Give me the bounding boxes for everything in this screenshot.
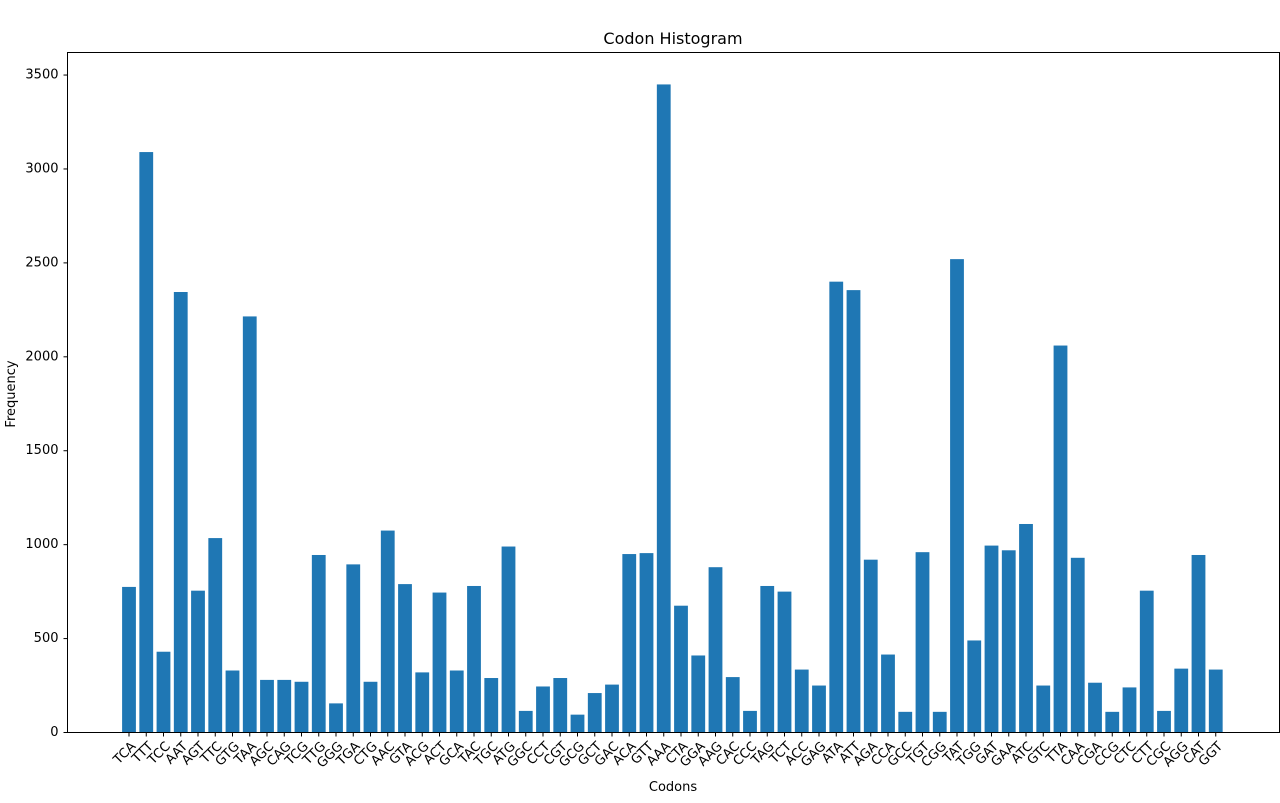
y-tick-label: 3500 [25,68,58,83]
y-tick-label: 500 [34,631,59,646]
bars-group [122,84,1223,733]
bar-ttt [139,152,154,733]
bar-tag [760,585,775,733]
bar-ctt [1139,590,1154,733]
bar-ggg [329,703,343,733]
bar-tat [950,259,964,733]
chart-title: Codon Histogram [603,29,742,48]
bar-tcg [294,681,309,733]
bar-taa [242,316,257,733]
bar-tac [467,585,481,733]
y-tick-label: 3000 [25,161,58,176]
bar-att [846,290,861,733]
y-tick-label: 1500 [25,443,58,458]
bar-ata [829,281,844,733]
bar-ctc [1122,687,1137,733]
bar-cct [536,686,550,733]
bar-gac [605,684,619,733]
bar-caa [1070,557,1085,733]
y-tick-label: 2000 [25,349,58,364]
bar-ccg [1105,711,1120,733]
bar-atg [501,546,516,733]
bar-ctg [363,681,378,733]
bar-tga [346,564,361,733]
bar-cta [674,605,688,733]
bar-gcg [570,714,585,733]
bar-gcc [898,711,913,733]
bar-gtt [639,553,654,733]
bar-tgc [484,678,499,733]
bar-aaa [656,84,671,733]
bar-cag [277,679,292,733]
y-tick-label: 0 [50,725,58,740]
bar-agt [191,590,205,733]
bar-ccc [743,710,757,733]
bar-acc [794,669,809,733]
bar-aca [622,554,637,733]
y-axis-label: Frequency [4,360,19,427]
bar-aat [173,292,188,733]
bar-ggc [518,710,533,733]
bar-tta [1053,345,1068,733]
bar-gag [812,685,826,733]
bar-tct [777,591,792,733]
bar-tgt [915,552,930,733]
bar-gga [691,655,706,733]
bar-ttg [311,554,326,733]
x-axis-label: Codons [649,780,697,795]
bar-gct [587,693,602,733]
bar-tgg [967,640,982,733]
bar-cat [1191,554,1206,733]
bar-atc [1019,523,1033,733]
bar-cca [881,654,895,733]
y-axis: 0 500 1000 1500 2000 2500 3000 3500 [25,68,68,740]
bar-ttc [208,538,223,733]
bar-cgt [553,678,568,733]
bar-agc [260,679,274,733]
bar-gta [398,584,412,733]
bar-agg [1174,668,1189,733]
bar-gaa [1001,550,1016,733]
bar-aga [863,559,878,733]
bar-cgc [1157,710,1171,733]
y-tick-label: 1000 [25,537,58,552]
bar-cgg [932,711,947,733]
bar-gtc [1036,685,1051,733]
bar-tcc [156,651,171,733]
bar-aac [380,530,395,733]
x-axis: TCATTTTCCAATAGTTTCGTGTAAAGCCAGTCGTTGGGGT… [110,732,1226,771]
bar-cga [1088,682,1102,733]
bar-gca [449,670,464,733]
bar-ggt [1208,669,1223,733]
bar-aag [708,567,723,733]
bar-acg [415,672,430,733]
bar-gat [984,545,999,733]
bar-act [432,592,447,733]
bar-tca [122,586,136,733]
bar-cac [725,677,740,733]
y-tick-label: 2500 [25,255,58,270]
bar-gtg [225,670,240,733]
